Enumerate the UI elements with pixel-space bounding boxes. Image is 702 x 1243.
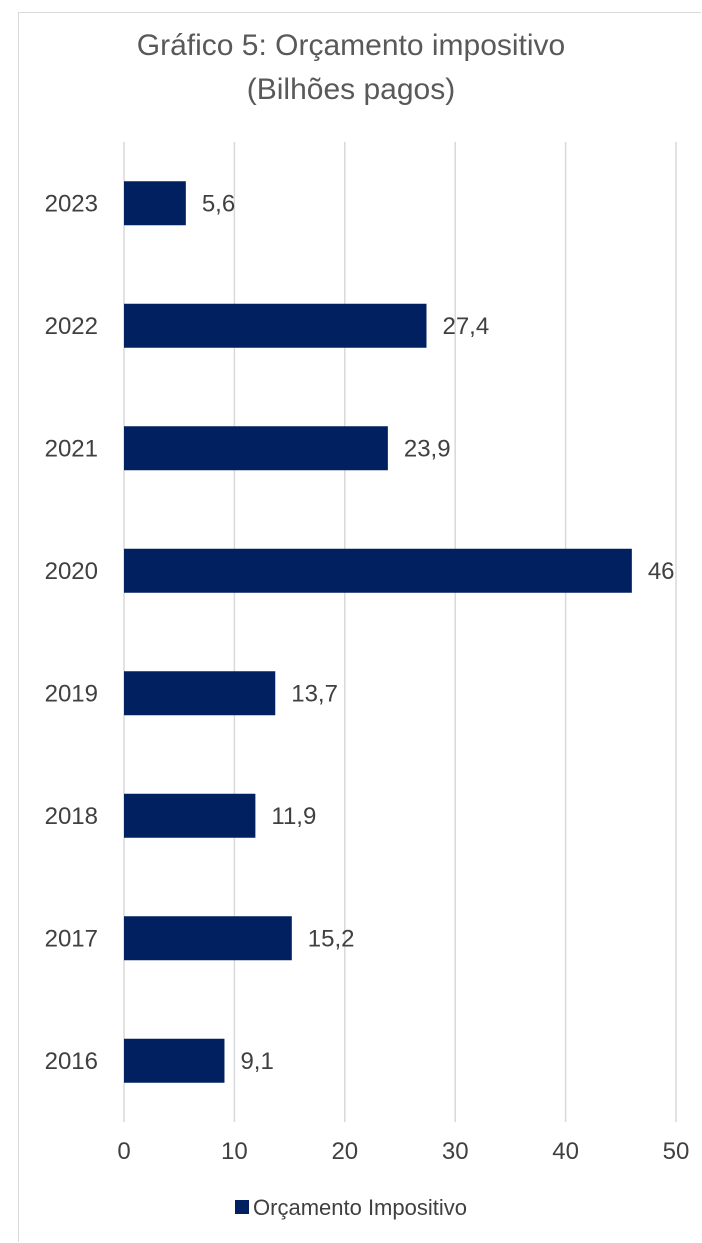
x-tick-label: 10 (221, 1138, 248, 1165)
legend-swatch (235, 1200, 250, 1214)
x-tick-label: 50 (663, 1138, 690, 1165)
y-tick-label: 2016 (45, 1048, 98, 1075)
x-tick-label: 0 (117, 1138, 130, 1165)
y-tick-label: 2022 (45, 313, 98, 340)
chart-title: Gráfico 5: Orçamento impositivo (Bilhões… (0, 24, 702, 112)
bar (124, 916, 292, 961)
bar (124, 303, 427, 348)
y-tick-label: 2020 (45, 558, 98, 585)
data-label: 9,1 (240, 1048, 273, 1075)
y-tick-label: 2018 (45, 803, 98, 830)
bar (124, 671, 276, 716)
x-tick-label: 30 (442, 1138, 469, 1165)
data-label: 11,9 (271, 803, 316, 830)
data-label: 15,2 (308, 925, 355, 952)
data-label: 27,4 (442, 313, 489, 340)
bar (124, 548, 632, 593)
chart-title-line1: Gráfico 5: Orçamento impositivo (136, 29, 566, 62)
data-label: 46 (648, 558, 675, 585)
chart-title-line2: (Bilhões pagos) (246, 73, 456, 106)
bar (124, 181, 186, 226)
x-tick-label: 20 (331, 1138, 358, 1165)
y-tick-label: 2021 (45, 435, 98, 462)
legend: Orçamento Impositivo (0, 1194, 702, 1222)
data-label: 23,9 (404, 435, 451, 462)
data-label: 13,7 (291, 680, 338, 707)
bar (124, 793, 256, 838)
y-tick-label: 2017 (45, 925, 98, 952)
x-tick-label: 40 (552, 1138, 579, 1165)
bar (124, 1038, 225, 1083)
data-label: 5,6 (202, 190, 235, 217)
y-tick-label: 2023 (45, 190, 98, 217)
y-tick-label: 2019 (45, 680, 98, 707)
bar (124, 426, 388, 471)
legend-label: Orçamento Impositivo (253, 1195, 467, 1220)
